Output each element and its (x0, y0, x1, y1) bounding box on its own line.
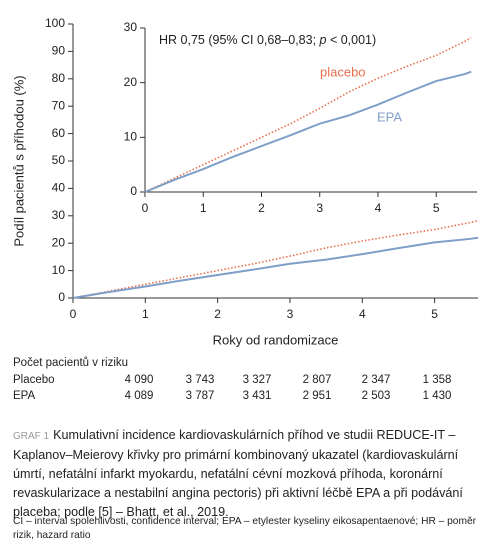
row-value: 2 951 (302, 390, 332, 402)
y-tick-label: 10 (52, 263, 66, 277)
x-tick-label: 4 (359, 307, 366, 321)
x-tick-label: 3 (316, 201, 323, 215)
caption-text: Kumulativní incidence kardiovaskulárních… (13, 428, 463, 519)
y-tick-label: 60 (52, 126, 66, 140)
y-tick-label: 90 (52, 44, 66, 58)
series-line (144, 70, 472, 193)
row-value: 3 743 (185, 374, 215, 386)
annotation: HR 0,75 (95% CI 0,68–0,83; p < 0,001) (159, 33, 376, 47)
series-line (72, 236, 479, 299)
x-tick-label: 2 (258, 201, 265, 215)
row-value: 4 090 (124, 374, 154, 386)
y-tick-label: 40 (52, 181, 66, 195)
series-line (72, 219, 479, 299)
x-tick-label: 1 (200, 201, 207, 215)
y-tick-label: 0 (130, 184, 137, 198)
y-axis-label: Podíl pacientů s příhodou (%) (11, 75, 26, 246)
row-value: 2 807 (302, 374, 332, 386)
row-label: Placebo (13, 374, 55, 386)
annotation-part: < 0,001) (326, 33, 376, 47)
x-tick-label: 4 (375, 201, 382, 215)
y-tick-label: 100 (45, 16, 65, 30)
x-axis-label: Roky od randomizace (213, 332, 339, 347)
row-value: 3 431 (242, 390, 272, 402)
row-value: 3 327 (242, 374, 272, 386)
y-tick-label: 70 (52, 98, 66, 112)
row-value: 2 347 (361, 374, 391, 386)
series-label: EPA (377, 109, 402, 124)
row-label: EPA (13, 390, 36, 402)
series-line (144, 37, 472, 193)
x-tick-label: 0 (70, 307, 77, 321)
caption: GRAF 1 Kumulativní incidence kardiovaskul… (13, 426, 483, 522)
y-tick-label: 30 (52, 208, 66, 222)
x-tick-label: 3 (287, 307, 294, 321)
annotation-part: p (319, 33, 327, 47)
annotation-part: HR 0,75 (95% CI 0,68–0,83; (159, 33, 320, 47)
inset-background (110, 18, 482, 220)
footnote: CI – interval spolehlivosti, confidence … (13, 516, 477, 541)
x-tick-label: 5 (433, 201, 440, 215)
y-tick-label: 20 (52, 235, 66, 249)
caption-label: GRAF 1 (13, 431, 50, 442)
x-tick-label: 1 (142, 307, 149, 321)
x-tick-label: 5 (431, 307, 438, 321)
y-tick-label: 80 (52, 71, 66, 85)
row-value: 4 089 (124, 390, 154, 402)
y-tick-label: 30 (124, 20, 138, 34)
x-tick-label: 0 (142, 201, 149, 215)
row-value: 2 503 (361, 390, 391, 402)
row-value: 1 358 (422, 374, 452, 386)
y-tick-label: 0 (58, 290, 65, 304)
x-tick-label: 2 (214, 307, 221, 321)
y-tick-label: 20 (124, 75, 138, 89)
row-value: 1 430 (422, 390, 452, 402)
y-tick-label: 10 (124, 130, 138, 144)
series-label: placebo (320, 64, 366, 79)
y-tick-label: 50 (52, 153, 66, 167)
row-value: 3 787 (185, 390, 215, 402)
risk-title: Počet pacientů v riziku (13, 357, 129, 369)
